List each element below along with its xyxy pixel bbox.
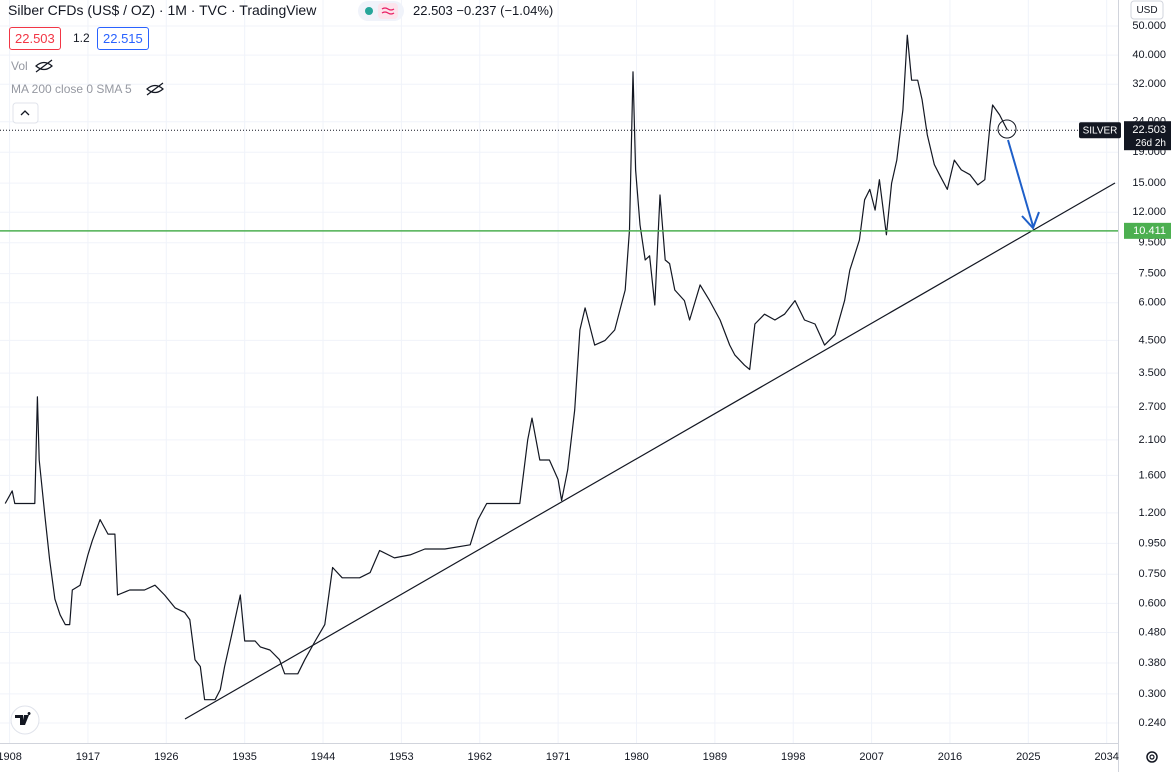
x-tick-label: 2025 (1016, 751, 1040, 763)
y-tick-label: 9.500 (1138, 237, 1166, 249)
x-tick-label: 1980 (624, 751, 648, 763)
market-open-dot (365, 7, 373, 15)
logo-mark (15, 712, 31, 725)
x-tick-label: 1935 (232, 751, 256, 763)
y-tick-label: 3.500 (1138, 367, 1166, 379)
x-tick-label: 1971 (546, 751, 570, 763)
symbol-title[interactable]: Silber CFDs (US$ / OZ) · 1M · TVC · Trad… (8, 2, 317, 18)
arrow-head[interactable] (1021, 211, 1040, 230)
settings-icon-center (1149, 754, 1155, 760)
y-tick-label: 0.950 (1138, 537, 1166, 549)
y-tick-label: 15.000 (1132, 177, 1166, 189)
cursor-circle (997, 119, 1017, 139)
quote: 22.503 −0.237 (−1.04%) (413, 3, 554, 18)
y-tick-label: 1.600 (1138, 469, 1166, 481)
grid (0, 0, 1118, 743)
x-tick-label: 1998 (781, 751, 805, 763)
symbol-label: SILVER (1083, 125, 1118, 136)
x-tick-label: 1953 (389, 751, 413, 763)
x-tick-label: 1908 (0, 751, 22, 763)
arrow-line[interactable] (1007, 139, 1034, 227)
volume-indicator[interactable]: Vol (11, 59, 28, 73)
last-price-label-bg (1124, 121, 1171, 151)
hline-label: 10.411 (1133, 225, 1166, 237)
axis-labels: 0.240 0.300 0.380 0.480 0.600 0.750 0.950 1.200… (0, 20, 1171, 763)
buy-price[interactable]: 22.515 (97, 27, 149, 50)
y-tick-label: 1.200 (1138, 507, 1166, 519)
trend-line[interactable] (184, 182, 1116, 720)
y-tick-label: 2.700 (1138, 401, 1166, 413)
x-tick-label: 2034 (1094, 751, 1118, 763)
y-tick-label: 7.500 (1138, 268, 1166, 280)
y-tick-label: 6.000 (1138, 297, 1166, 309)
y-tick-label: 4.500 (1138, 334, 1166, 346)
x-tick-label: 2016 (938, 751, 962, 763)
currency-button[interactable] (1130, 0, 1164, 20)
hline-label-bg (1124, 222, 1171, 239)
x-tick-label: 1926 (154, 751, 178, 763)
y-tick-label: 0.600 (1138, 597, 1166, 609)
y-tick-label: 40.000 (1132, 49, 1166, 61)
y-tick-label: 0.750 (1138, 568, 1166, 580)
x-tick-label: 1917 (76, 751, 100, 763)
y-tick-label: 0.240 (1138, 717, 1166, 729)
x-tick-label: 1989 (703, 751, 727, 763)
x-tick-label: 1944 (311, 751, 335, 763)
y-tick-label: 2.100 (1138, 434, 1166, 446)
settings-icon[interactable] (1146, 751, 1158, 763)
y-tick-label: 0.300 (1138, 688, 1166, 700)
status-icons (358, 1, 404, 21)
symbol-label-bg (1079, 122, 1121, 139)
sell-price[interactable]: 22.503 (9, 27, 61, 50)
y-tick-label: 12.000 (1132, 206, 1166, 218)
last-price-label: 22.503 (1132, 124, 1166, 136)
ma-indicator[interactable]: MA 200 close 0 SMA 5 (11, 82, 132, 96)
x-tick-label: 1962 (468, 751, 492, 763)
currency: USD (1136, 5, 1157, 16)
delayed-icon (381, 7, 395, 15)
plot (0, 34, 1118, 701)
delayed-badge (378, 3, 398, 19)
price-line (4, 34, 1008, 701)
y-tick-label: 32.000 (1132, 78, 1166, 90)
y-tick-label: 0.480 (1138, 626, 1166, 638)
y-tick-label: 0.380 (1138, 657, 1166, 669)
y-tick-label: 50.000 (1132, 20, 1166, 32)
spread: 1.2 (73, 31, 90, 45)
countdown-label: 26d 2h (1135, 138, 1166, 149)
x-tick-label: 2007 (859, 751, 883, 763)
